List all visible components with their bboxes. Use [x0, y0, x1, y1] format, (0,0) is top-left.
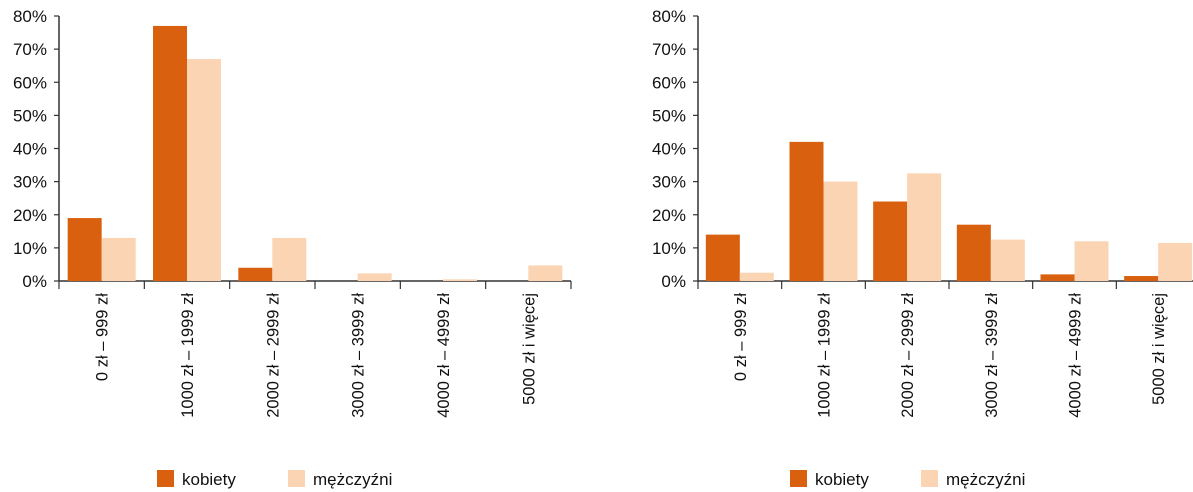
bar-kobiety: [1124, 276, 1159, 281]
bar-kobiety: [705, 234, 740, 281]
chart-2: 0% 10% 20% 30% 40% 50% 60% 70% 80% 0 zł – 999 zł 1…: [652, 7, 1193, 489]
y-tick-label: 80%: [13, 7, 47, 26]
y-tick-label: 50%: [13, 106, 47, 125]
bar-mezczyzni: [443, 279, 477, 281]
x-tick-label: 4000 zł – 4999 zł: [435, 293, 453, 418]
y-tick-label: 60%: [13, 73, 47, 92]
y-tick-label: 10%: [652, 239, 686, 258]
bar-mezczyzni: [101, 237, 136, 281]
x-tick-label: 1000 zł – 1999 zł: [179, 293, 197, 418]
y-tick-label: 50%: [652, 106, 686, 125]
x-tick-label: 2000 zł – 2999 zł: [264, 293, 282, 418]
y-tick-label: 0%: [661, 272, 686, 291]
y-tick-label: 20%: [13, 206, 47, 225]
x-tick-label: 3000 zł – 3999 zł: [350, 293, 368, 418]
x-tick-label: 0 zł – 999 zł: [94, 293, 112, 381]
y-tick-label: 60%: [652, 73, 686, 92]
y-tick-label: 70%: [652, 40, 686, 59]
legend-swatch-mezczyzni: [921, 470, 938, 487]
y-tick-label: 80%: [652, 7, 686, 26]
bar-kobiety: [238, 267, 273, 281]
x-tick-label: 2000 zł – 2999 zł: [899, 293, 917, 418]
x-tick-label: 3000 zł – 3999 zł: [983, 293, 1001, 418]
legend: kobiety mężczyźni: [790, 470, 1025, 489]
bar-mezczyzni: [528, 265, 563, 281]
y-tick-label: 40%: [652, 140, 686, 159]
legend: kobiety mężczyźni: [157, 470, 392, 489]
bar-mezczyzni: [272, 237, 307, 281]
bar-kobiety: [873, 201, 908, 281]
bar-mezczyzni: [187, 59, 221, 281]
bar-kobiety: [153, 25, 187, 281]
bar-mezczyzni: [739, 272, 774, 281]
y-tick-label: 40%: [13, 140, 47, 159]
legend-label-kobiety: kobiety: [815, 470, 869, 489]
legend-label-kobiety: kobiety: [182, 470, 236, 489]
y-tick-label: 30%: [13, 173, 47, 192]
bar-mezczyzni: [357, 273, 392, 281]
y-tick-label: 0%: [22, 272, 47, 291]
y-tick-label: 10%: [13, 239, 47, 258]
bar-kobiety: [67, 218, 102, 281]
bar-kobiety: [1040, 274, 1075, 281]
y-tick-label: 20%: [652, 206, 686, 225]
x-tick-label: 4000 zł – 4999 zł: [1067, 293, 1085, 418]
bar-mezczyzni: [990, 239, 1025, 281]
legend-swatch-kobiety: [157, 470, 174, 487]
bar-mezczyzni: [1074, 241, 1109, 281]
chart-1: 0% 10% 20% 30% 40% 50% 60% 70% 80% 0 zł – 999 zł 1…: [13, 7, 572, 489]
y-tick-label: 30%: [652, 173, 686, 192]
legend-swatch-mezczyzni: [288, 470, 305, 487]
x-tick-label: 5000 zł i więcej: [520, 293, 538, 405]
bar-kobiety: [789, 141, 824, 281]
bar-mezczyzni: [907, 173, 942, 281]
bar-mezczyzni: [823, 181, 858, 281]
x-tick-label: 1000 zł – 1999 zł: [816, 293, 834, 418]
legend-label-mezczyzni: mężczyźni: [946, 470, 1025, 489]
y-tick-label: 70%: [13, 40, 47, 59]
x-tick-label: 0 zł – 999 zł: [732, 293, 750, 381]
legend-swatch-kobiety: [790, 470, 807, 487]
x-tick-label: 5000 zł i więcej: [1150, 293, 1168, 405]
bar-mezczyzni: [1158, 242, 1193, 281]
bar-kobiety: [956, 224, 991, 281]
legend-label-mezczyzni: mężczyźni: [313, 470, 392, 489]
